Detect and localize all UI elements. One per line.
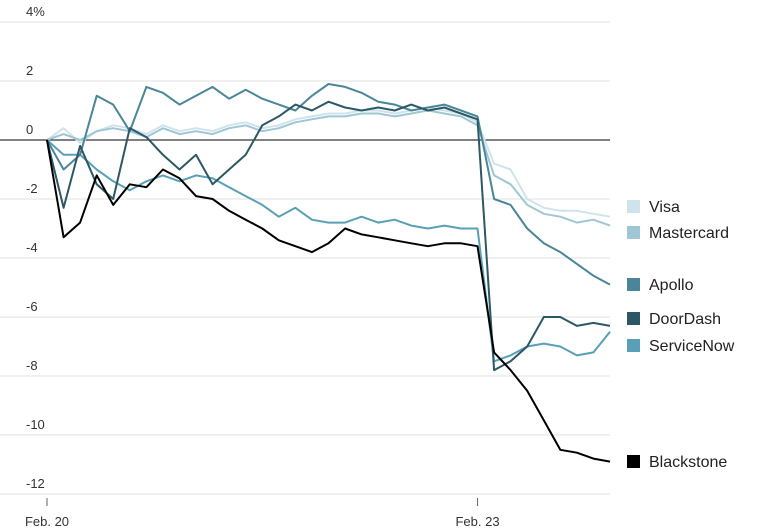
legend: Visa Mastercard Apollo DoorDash ServiceNow Bl… xyxy=(627,199,735,471)
y-tick-label: -8 xyxy=(26,358,38,373)
legend-swatch-servicenow xyxy=(627,339,640,352)
legend-label-visa: Visa xyxy=(649,199,680,216)
legend-label-blackstone: Blackstone xyxy=(649,454,727,471)
y-tick-label: -6 xyxy=(26,299,38,314)
y-grid xyxy=(0,21,610,495)
legend-label-apollo: Apollo xyxy=(649,277,694,294)
legend-label-mastercard: Mastercard xyxy=(649,225,729,242)
series-lines xyxy=(46,83,611,463)
legend-swatch-blackstone xyxy=(627,455,640,468)
y-tick-label: -12 xyxy=(26,476,45,491)
series-line-servicenow xyxy=(46,139,611,363)
x-axis: Feb. 20 Feb. 23 xyxy=(25,498,500,529)
y-tick-label: 4% xyxy=(26,4,45,19)
y-tick-label: 2 xyxy=(26,63,33,78)
y-axis-ticks: 4% 2 0 -2 -4 -6 -8 -10 -12 xyxy=(26,4,45,491)
legend-label-servicenow: ServiceNow xyxy=(649,338,735,355)
legend-swatch-mastercard xyxy=(627,226,640,239)
y-tick-label: -2 xyxy=(26,181,38,196)
legend-swatch-doordash xyxy=(627,312,640,325)
x-tick-label: Feb. 20 xyxy=(25,514,69,529)
series-line-apollo xyxy=(46,83,611,286)
y-tick-label: 0 xyxy=(26,122,33,137)
x-tick-label: Feb. 23 xyxy=(455,514,499,529)
legend-label-doordash: DoorDash xyxy=(649,311,721,328)
series-line-blackstone xyxy=(46,139,611,463)
legend-swatch-visa xyxy=(627,200,640,213)
y-tick-label: -10 xyxy=(26,417,45,432)
legend-swatch-apollo xyxy=(627,278,640,291)
series-line-visa xyxy=(46,106,611,218)
series-line-doordash xyxy=(46,100,611,372)
y-tick-label: -4 xyxy=(26,240,38,255)
